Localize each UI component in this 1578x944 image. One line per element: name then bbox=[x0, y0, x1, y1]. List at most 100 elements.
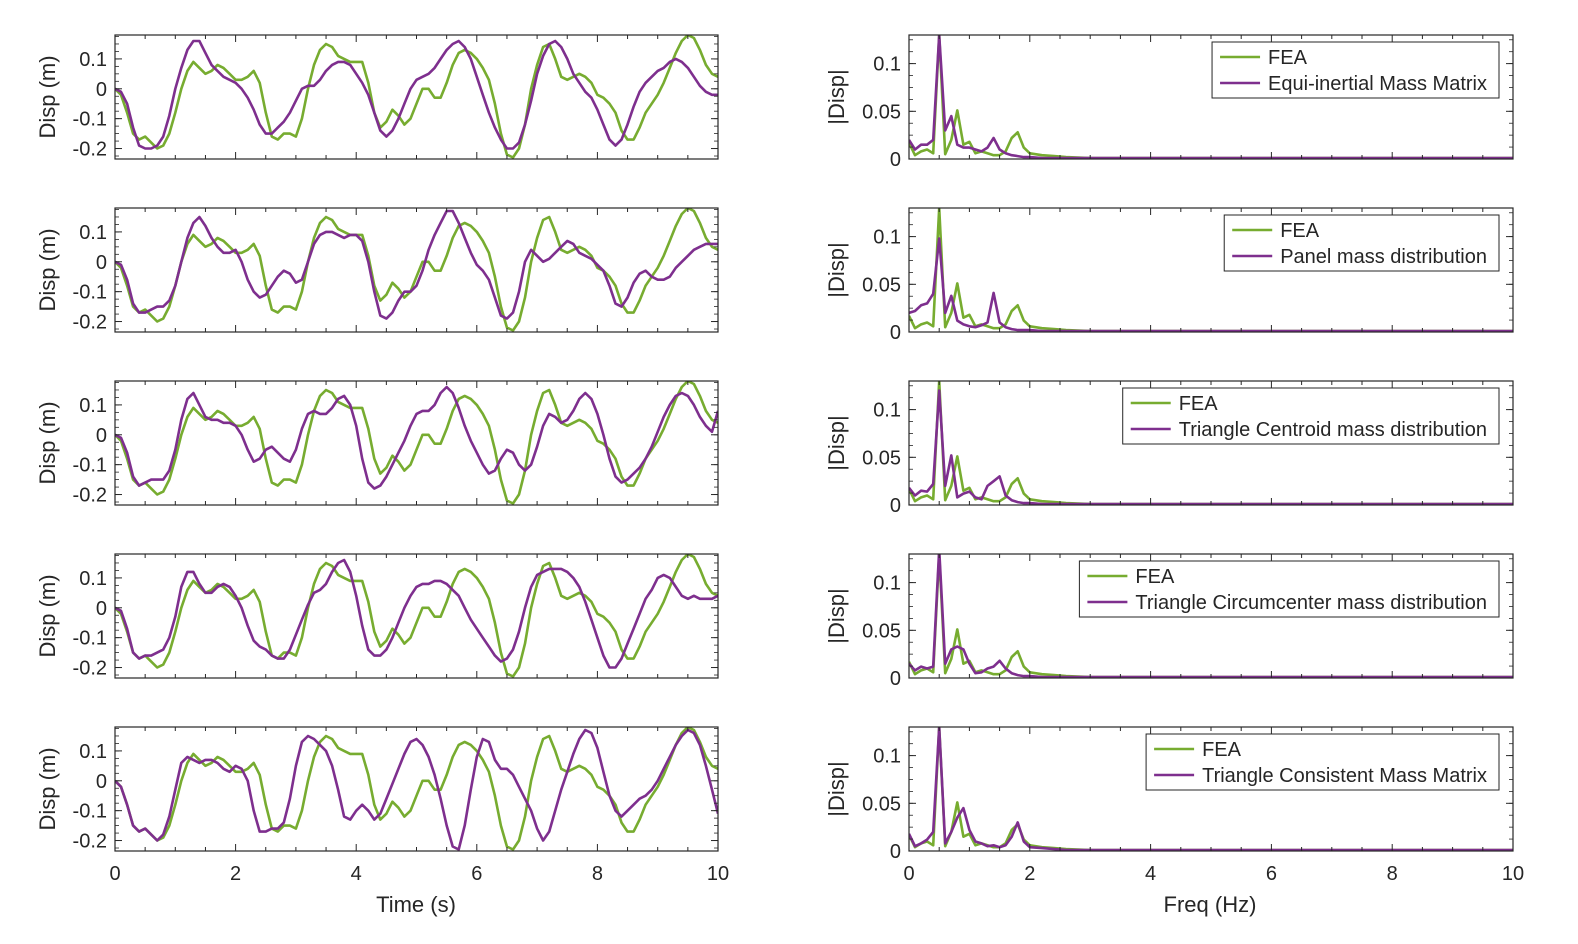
series-line-model bbox=[909, 554, 1513, 678]
y-tick-label: 0.1 bbox=[79, 568, 107, 590]
x-tick-label: 6 bbox=[1266, 863, 1277, 885]
legend-label: FEA bbox=[1135, 566, 1175, 588]
legend-label: FEA bbox=[1280, 220, 1320, 242]
legend: FEA Triangle Centroid mass distribution bbox=[1122, 387, 1500, 445]
freq-panel-2: 0.1 0.05 0 |Disp| FEA Triangle Centroid mass … bbox=[824, 380, 1514, 517]
y-axis-label: Disp (m) bbox=[35, 228, 60, 311]
series-line-model bbox=[909, 727, 1513, 851]
series-line-model bbox=[909, 237, 1513, 332]
x-tick-label: 8 bbox=[592, 863, 603, 885]
x-tick-label: 0 bbox=[903, 863, 914, 885]
freq-panel-3: 0.1 0.05 0 |Disp| FEA Triangle Circumcenter m… bbox=[824, 553, 1514, 690]
y-tick-label: 0.1 bbox=[873, 573, 901, 595]
x-tick-label: 2 bbox=[230, 863, 241, 885]
legend: FEA Triangle Consistent Mass Matrix bbox=[1145, 733, 1500, 791]
y-tick-label: 0 bbox=[890, 495, 901, 517]
y-tick-label: 0.05 bbox=[862, 101, 901, 123]
y-tick-label: 0 bbox=[890, 841, 901, 863]
y-tick-label: -0.2 bbox=[73, 312, 107, 334]
series-line-model bbox=[115, 209, 718, 320]
y-tick-label: -0.1 bbox=[73, 109, 107, 131]
legend: FEA Triangle Circumcenter mass distributi… bbox=[1078, 560, 1500, 618]
series-line-model bbox=[115, 385, 718, 490]
legend: FEA Equi-inertial Mass Matrix bbox=[1211, 41, 1500, 99]
series-line-model bbox=[115, 728, 718, 851]
y-axis-label: |Disp| bbox=[824, 761, 849, 816]
time-panel-2: 0.1 0 -0.1 -0.2 Disp (m) bbox=[35, 380, 719, 507]
series-line-model bbox=[115, 558, 718, 669]
series-line-fea bbox=[115, 35, 718, 159]
freq-panel-4: 0.1 0.05 00 2 4 6 8 10 |Disp| FEA Triangle Consist… bbox=[824, 726, 1524, 885]
series-line-fea bbox=[115, 554, 718, 678]
time-axis-xlabel: Time (s) bbox=[376, 892, 456, 917]
legend: FEA Panel mass distribution bbox=[1223, 214, 1500, 272]
y-tick-label: 0.1 bbox=[79, 222, 107, 244]
y-tick-label: 0 bbox=[890, 668, 901, 690]
series-line-model bbox=[909, 389, 1513, 505]
series-line-model bbox=[909, 35, 1513, 159]
y-tick-label: -0.1 bbox=[73, 282, 107, 304]
y-tick-label: 0.1 bbox=[79, 741, 107, 763]
legend-label: Panel mass distribution bbox=[1280, 246, 1487, 268]
y-axis-label: Disp (m) bbox=[35, 55, 60, 138]
y-tick-label: -0.1 bbox=[73, 455, 107, 477]
y-axis-label: |Disp| bbox=[824, 69, 849, 124]
y-tick-label: 0.1 bbox=[873, 400, 901, 422]
y-axis-label: Disp (m) bbox=[35, 401, 60, 484]
series-line-fea bbox=[115, 727, 718, 851]
legend-label: Triangle Centroid mass distribution bbox=[1179, 419, 1487, 441]
y-tick-label: 0 bbox=[96, 252, 107, 274]
y-tick-label: 0.05 bbox=[862, 793, 901, 815]
freq-axis-xlabel: Freq (Hz) bbox=[1164, 892, 1257, 917]
y-tick-label: -0.2 bbox=[73, 485, 107, 507]
y-tick-label: -0.2 bbox=[73, 831, 107, 853]
y-tick-label: 0.1 bbox=[873, 54, 901, 76]
y-tick-label: 0.1 bbox=[873, 746, 901, 768]
y-tick-label: 0.1 bbox=[873, 227, 901, 249]
y-tick-label: 0.05 bbox=[862, 620, 901, 642]
x-tick-label: 8 bbox=[1387, 863, 1398, 885]
y-tick-label: 0.05 bbox=[862, 274, 901, 296]
y-axis-label: |Disp| bbox=[824, 242, 849, 297]
x-tick-label: 10 bbox=[707, 863, 729, 885]
legend-label: FEA bbox=[1202, 739, 1242, 761]
legend-label: Triangle Consistent Mass Matrix bbox=[1202, 765, 1487, 787]
time-panel-3: 0.1 0 -0.1 -0.2 Disp (m) bbox=[35, 553, 719, 680]
legend-label: Equi-inertial Mass Matrix bbox=[1268, 73, 1487, 95]
y-tick-label: 0 bbox=[96, 79, 107, 101]
time-panel-1: 0.1 0 -0.1 -0.2 Disp (m) bbox=[35, 207, 719, 334]
series-line-model bbox=[115, 39, 718, 150]
time-panel-0: 0.1 0 -0.1 -0.2 Disp (m) bbox=[35, 34, 719, 161]
y-tick-label: 0 bbox=[890, 149, 901, 171]
series-line-fea bbox=[115, 381, 718, 505]
legend-label: FEA bbox=[1268, 47, 1308, 69]
y-tick-label: -0.2 bbox=[73, 139, 107, 161]
y-tick-label: 0.1 bbox=[79, 395, 107, 417]
y-tick-label: 0 bbox=[96, 425, 107, 447]
y-tick-label: 0 bbox=[96, 598, 107, 620]
y-tick-label: -0.1 bbox=[73, 801, 107, 823]
legend-label: Triangle Circumcenter mass distribution bbox=[1135, 592, 1487, 614]
x-tick-label: 4 bbox=[351, 863, 362, 885]
y-tick-label: 0 bbox=[96, 771, 107, 793]
x-tick-label: 0 bbox=[109, 863, 120, 885]
y-tick-label: -0.1 bbox=[73, 628, 107, 650]
y-tick-label: -0.2 bbox=[73, 658, 107, 680]
y-tick-label: 0 bbox=[890, 322, 901, 344]
y-tick-label: 0.1 bbox=[79, 49, 107, 71]
x-tick-label: 2 bbox=[1024, 863, 1035, 885]
y-axis-label: |Disp| bbox=[824, 588, 849, 643]
x-tick-label: 6 bbox=[471, 863, 482, 885]
freq-panel-1: 0.1 0.05 0 |Disp| FEA Panel mass distribution bbox=[824, 207, 1514, 344]
x-tick-label: 4 bbox=[1145, 863, 1156, 885]
x-tick-label: 10 bbox=[1502, 863, 1524, 885]
freq-panel-0: 0.1 0.05 0 |Disp| FEA Equi-inertial Mass Matr… bbox=[824, 34, 1514, 171]
series-line-fea bbox=[115, 208, 718, 332]
y-axis-label: Disp (m) bbox=[35, 574, 60, 657]
y-tick-label: 0.05 bbox=[862, 447, 901, 469]
legend-label: FEA bbox=[1179, 393, 1219, 415]
y-axis-label: Disp (m) bbox=[35, 747, 60, 830]
y-axis-label: |Disp| bbox=[824, 415, 849, 470]
